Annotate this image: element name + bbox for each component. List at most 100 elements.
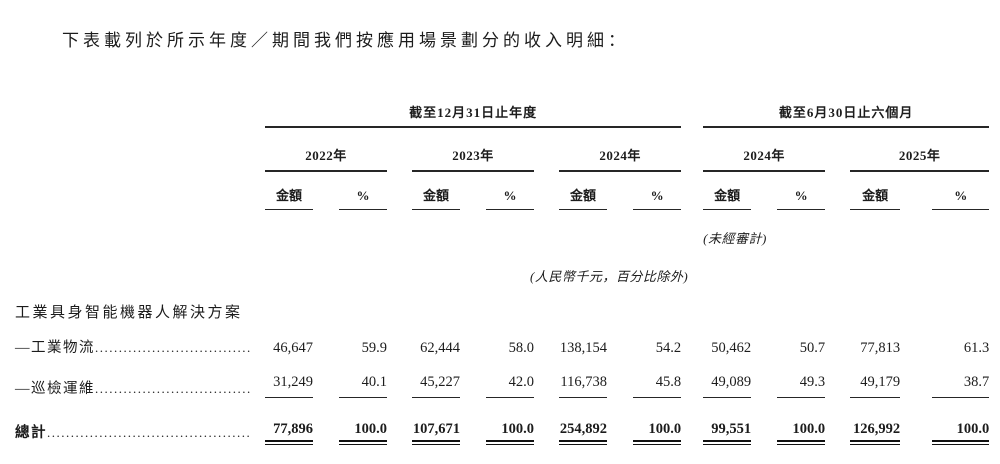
percent-value: 38.7 bbox=[932, 374, 990, 398]
spacer bbox=[252, 357, 265, 398]
spacer bbox=[900, 322, 932, 357]
amount-value: 49,089 bbox=[703, 374, 752, 398]
amount-cell: 31,249 bbox=[265, 357, 313, 398]
percent-cell: 58.0 bbox=[508, 340, 534, 356]
period-group-interim: 截至6月30日止六個月 bbox=[703, 92, 990, 128]
percent-value: 42.0 bbox=[486, 374, 534, 398]
row-label: —巡檢運維 bbox=[0, 357, 252, 398]
spacer bbox=[607, 322, 633, 357]
spacer bbox=[681, 128, 703, 172]
year-2022: 2022年 bbox=[265, 128, 387, 172]
interim-2025-label: 2025年 bbox=[850, 145, 990, 172]
percent-header-label: % bbox=[633, 188, 682, 210]
period-group-row: 截至12月31日止年度 截至6月30日止六個月 bbox=[0, 92, 990, 128]
spacer bbox=[0, 92, 265, 128]
total-percent-cell: 100.0 bbox=[777, 398, 826, 445]
percent-cell: 38.7 bbox=[932, 357, 990, 398]
total-percent-cell: 100.0 bbox=[339, 398, 387, 445]
spacer bbox=[825, 172, 850, 210]
amount-value: 49,179 bbox=[850, 374, 901, 398]
spacer bbox=[534, 322, 559, 357]
percent-cell: 61.3 bbox=[963, 340, 990, 356]
spacer bbox=[387, 398, 412, 442]
total-label-text: 總計 bbox=[15, 425, 47, 441]
spacer bbox=[387, 322, 412, 357]
amount-value: 31,249 bbox=[265, 374, 313, 398]
percent-cell: 50.7 bbox=[799, 340, 826, 356]
spacer bbox=[607, 172, 633, 210]
total-amount-value: 107,671 bbox=[412, 421, 460, 445]
spacer bbox=[534, 398, 559, 442]
total-percent-value: 100.0 bbox=[633, 421, 682, 445]
amount-cell: 50,462 bbox=[711, 340, 752, 356]
spacer bbox=[0, 247, 265, 285]
spacer bbox=[313, 172, 339, 210]
total-percent-value: 100.0 bbox=[777, 421, 826, 445]
spacer bbox=[0, 210, 703, 247]
spacer bbox=[313, 357, 339, 398]
interim-2024: 2024年 bbox=[703, 128, 826, 172]
amount-value: 116,738 bbox=[559, 374, 607, 398]
total-amount-cell: 99,551 bbox=[703, 398, 752, 445]
unit-note: (人民幣千元，百分比除外) bbox=[530, 269, 689, 284]
spacer bbox=[534, 128, 559, 172]
total-amount-value: 254,892 bbox=[559, 421, 607, 445]
spacer bbox=[900, 357, 932, 398]
amount-header: 金額 bbox=[412, 172, 460, 210]
row-label: —工業物流 bbox=[0, 322, 252, 357]
interim-2024-label: 2024年 bbox=[703, 145, 826, 172]
spacer bbox=[534, 357, 559, 398]
year-2023: 2023年 bbox=[412, 128, 534, 172]
year-2023-label: 2023年 bbox=[412, 145, 534, 172]
spacer bbox=[900, 172, 932, 210]
period-group-annual: 截至12月31日止年度 bbox=[265, 92, 682, 128]
spacer bbox=[825, 128, 850, 172]
spacer bbox=[387, 357, 412, 398]
spacer bbox=[313, 398, 339, 442]
spacer bbox=[387, 128, 412, 172]
percent-cell: 49.3 bbox=[777, 357, 826, 398]
total-amount-value: 77,896 bbox=[265, 421, 313, 445]
amount-header-label: 金額 bbox=[559, 185, 607, 210]
period-group-interim-label: 截至6月30日止六個月 bbox=[703, 102, 990, 128]
spacer bbox=[751, 322, 777, 357]
spacer bbox=[681, 357, 703, 398]
spacer bbox=[751, 357, 777, 398]
intro-text: 下表載列於所示年度／期間我們按應用場景劃分的收入明細： bbox=[62, 31, 629, 50]
percent-header: % bbox=[932, 172, 990, 210]
dot-leader bbox=[95, 381, 252, 397]
table-row-industrial-logistics: —工業物流 46,647 59.9 62,444 58.0 138,154 54… bbox=[0, 322, 989, 357]
percent-header: % bbox=[777, 172, 826, 210]
percent-header-label: % bbox=[777, 188, 826, 210]
amount-header: 金額 bbox=[850, 172, 901, 210]
amount-cell: 46,647 bbox=[273, 340, 313, 356]
amount-header-label: 金額 bbox=[850, 185, 901, 210]
percent-value: 45.8 bbox=[633, 374, 682, 398]
percent-header: % bbox=[339, 172, 387, 210]
percent-value: 40.1 bbox=[339, 374, 387, 398]
section-header: 工業具身智能機器人解決方案 bbox=[15, 305, 243, 321]
total-percent-value: 100.0 bbox=[486, 421, 534, 445]
total-amount-cell: 107,671 bbox=[412, 398, 460, 445]
section-header-row: 工業具身智能機器人解決方案 bbox=[0, 285, 989, 322]
amount-cell: 116,738 bbox=[559, 357, 607, 398]
percent-cell: 40.1 bbox=[339, 357, 387, 398]
spacer bbox=[0, 128, 265, 172]
total-amount-value: 126,992 bbox=[850, 421, 901, 445]
amount-cell: 45,227 bbox=[412, 357, 460, 398]
spacer bbox=[751, 172, 777, 210]
amount-cell: 62,444 bbox=[420, 340, 460, 356]
spacer bbox=[252, 398, 265, 442]
period-group-annual-label: 截至12月31日止年度 bbox=[265, 102, 682, 128]
percent-header: % bbox=[633, 172, 682, 210]
dot-leader bbox=[47, 425, 252, 441]
year-2024-label: 2024年 bbox=[559, 145, 682, 172]
revenue-breakdown-table: 截至12月31日止年度 截至6月30日止六個月 2022年 2023年 2024… bbox=[0, 92, 990, 445]
total-percent-cell: 100.0 bbox=[932, 398, 990, 445]
unaudited-note-row: (未經審計) bbox=[0, 210, 989, 247]
amount-cell: 49,179 bbox=[850, 357, 901, 398]
amount-header: 金額 bbox=[703, 172, 752, 210]
amount-cell: 49,089 bbox=[703, 357, 752, 398]
amount-cell: 77,813 bbox=[860, 340, 901, 356]
spacer bbox=[534, 172, 559, 210]
